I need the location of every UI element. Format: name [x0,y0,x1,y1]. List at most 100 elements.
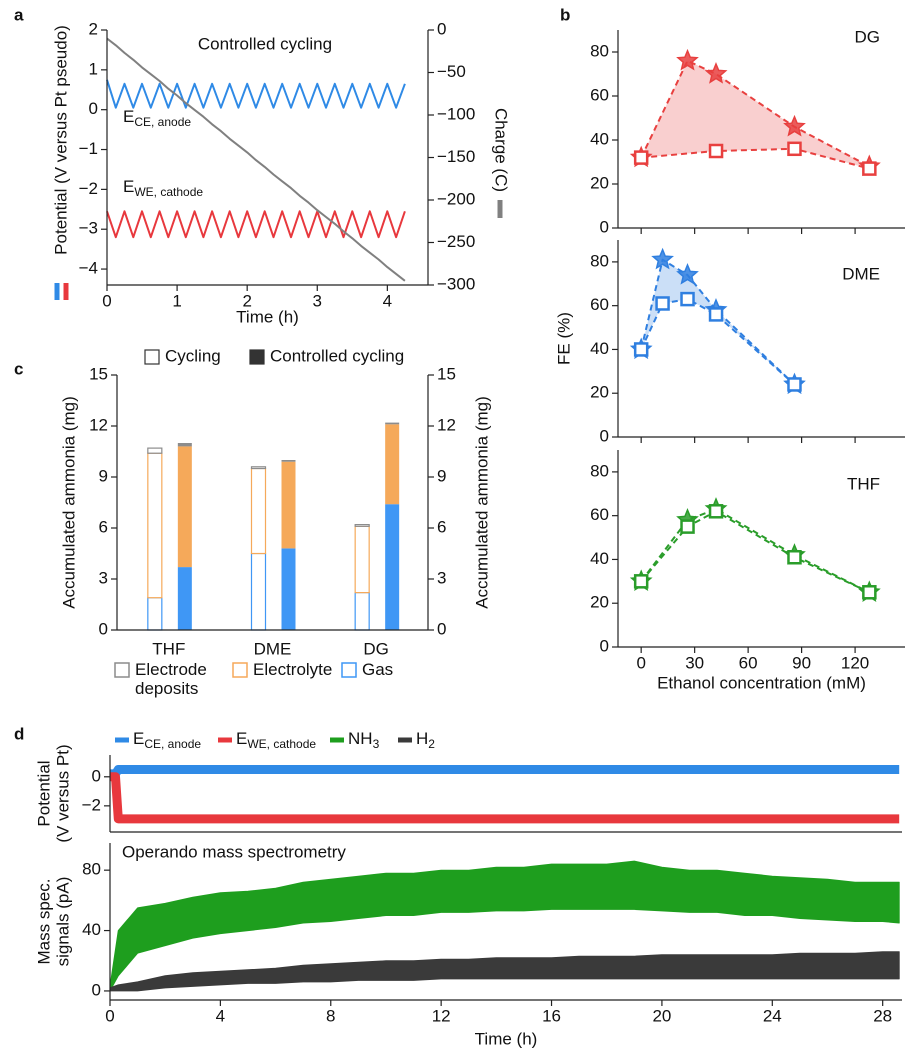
x-tick-label: 0 [105,1006,114,1025]
y-tick-label: 0 [600,636,609,655]
square-marker [680,291,695,307]
bar-segment [250,467,267,555]
y-tick-label: −250 [437,232,475,251]
legend-label: Electrode deposits [135,660,207,698]
x-tick-label: 12 [432,1006,451,1025]
square-marker [787,377,802,392]
y-tick-label: −2 [79,179,98,198]
star-marker [783,114,806,137]
y-tick-label: 0 [92,980,101,999]
y-tick-label: 0 [99,619,108,638]
bar-segment [177,446,192,568]
y-tick-label: −4 [79,259,98,278]
x-tick-label: 24 [763,1006,782,1025]
square-marker [633,574,649,589]
y-tick-label: 80 [590,461,609,480]
x-tick-label: 16 [542,1006,561,1025]
legend-label: NH3 [348,729,380,751]
annotation: Operando mass spectrometry [122,842,346,861]
y-tick-label: 80 [82,860,101,879]
square-marker [633,342,649,357]
y-tick-label: 80 [590,251,609,270]
y-tick-label: 60 [590,85,609,104]
legend-label: Electrolyte [253,660,333,679]
y-tick-label: 40 [590,339,609,358]
annotation: EWE, cathode [123,177,203,199]
bar-segment [281,460,296,462]
y-tick-label: 0 [89,99,98,118]
x-tick-label: 0 [102,291,111,310]
y-tick-label: 3 [437,568,446,587]
series-line [640,59,870,168]
y-tick-label: 15 [437,364,456,383]
square-marker [862,161,877,176]
square-marker [708,504,724,519]
bar-segment [177,567,192,630]
y-axis-label: Accumulated ammonia (mg) [59,396,78,609]
y-tick-label: 6 [437,517,446,536]
legend-label-sub: CE, anode [144,737,201,751]
y-tick-label: 80 [590,41,609,60]
y-tick-label: 12 [89,415,108,434]
square-marker [655,296,670,311]
x-tick-label: DG [363,639,389,658]
star-marker [651,247,674,270]
y-tick-label: 15 [89,364,108,383]
legend-swatch [232,662,248,678]
bar-segment [385,422,400,425]
y2-axis-label: Charge (C) [492,108,511,192]
series-line [110,765,900,779]
legend-label: Controlled cycling [270,346,404,365]
bar-segment [177,443,192,447]
x-tick-label: 4 [216,1006,225,1025]
x-tick-label: 1 [172,291,181,310]
annotation-sub: WE, cathode [134,185,203,199]
y-tick-label: 20 [590,383,609,402]
legend-label-main: E [236,729,247,748]
star-marker [676,263,699,285]
square-marker [708,143,724,159]
x-tick-label: 20 [652,1006,671,1025]
y-axis-label: signals (pA) [53,877,72,967]
bar-segment [354,591,370,631]
y-axis-label: Potential [34,760,53,826]
series-line [106,37,406,282]
y-tick-label: −2 [82,795,101,814]
panel-letter: a [14,5,24,24]
legend-label-sub: 2 [428,737,435,751]
x-axis-label: Time (h) [475,1029,538,1048]
legend-label: H2 [416,729,435,751]
legend-label: Gas [362,660,394,679]
annotation-main: E [123,107,134,126]
bar-segment [354,525,370,594]
y-tick-label: 1 [89,59,98,78]
bar-segment [281,461,296,549]
y-tick-label: −200 [437,189,475,208]
panel-letter: c [14,359,23,378]
annotation: Controlled cycling [198,34,332,53]
x-tick-label: 90 [792,653,811,672]
x-tick-label: 2 [242,291,251,310]
square-marker [862,585,877,600]
series-line [640,508,870,594]
y-tick-label: 0 [437,619,446,638]
x-axis-label: Ethanol concentration (mM) [657,673,866,692]
series-line [110,772,900,824]
legend-swatch [341,662,357,678]
x-tick-label: THF [152,639,185,658]
square-marker [708,307,724,322]
x-tick-label: 3 [313,291,322,310]
x-tick-label: DME [254,639,292,658]
y-tick-label: 0 [600,217,609,236]
legend-label: EWE, cathode [236,729,316,751]
chart-label: DME [842,264,880,283]
y-tick-label: 40 [590,129,609,148]
y-tick-label: −1 [79,139,98,158]
y-tick-label: 40 [590,549,609,568]
bar-segment [250,552,267,631]
y-tick-label: 6 [99,517,108,536]
legend-label: ECE, anode [133,729,201,751]
y-tick-label: 9 [99,466,108,485]
legend-label-main: H [416,729,428,748]
